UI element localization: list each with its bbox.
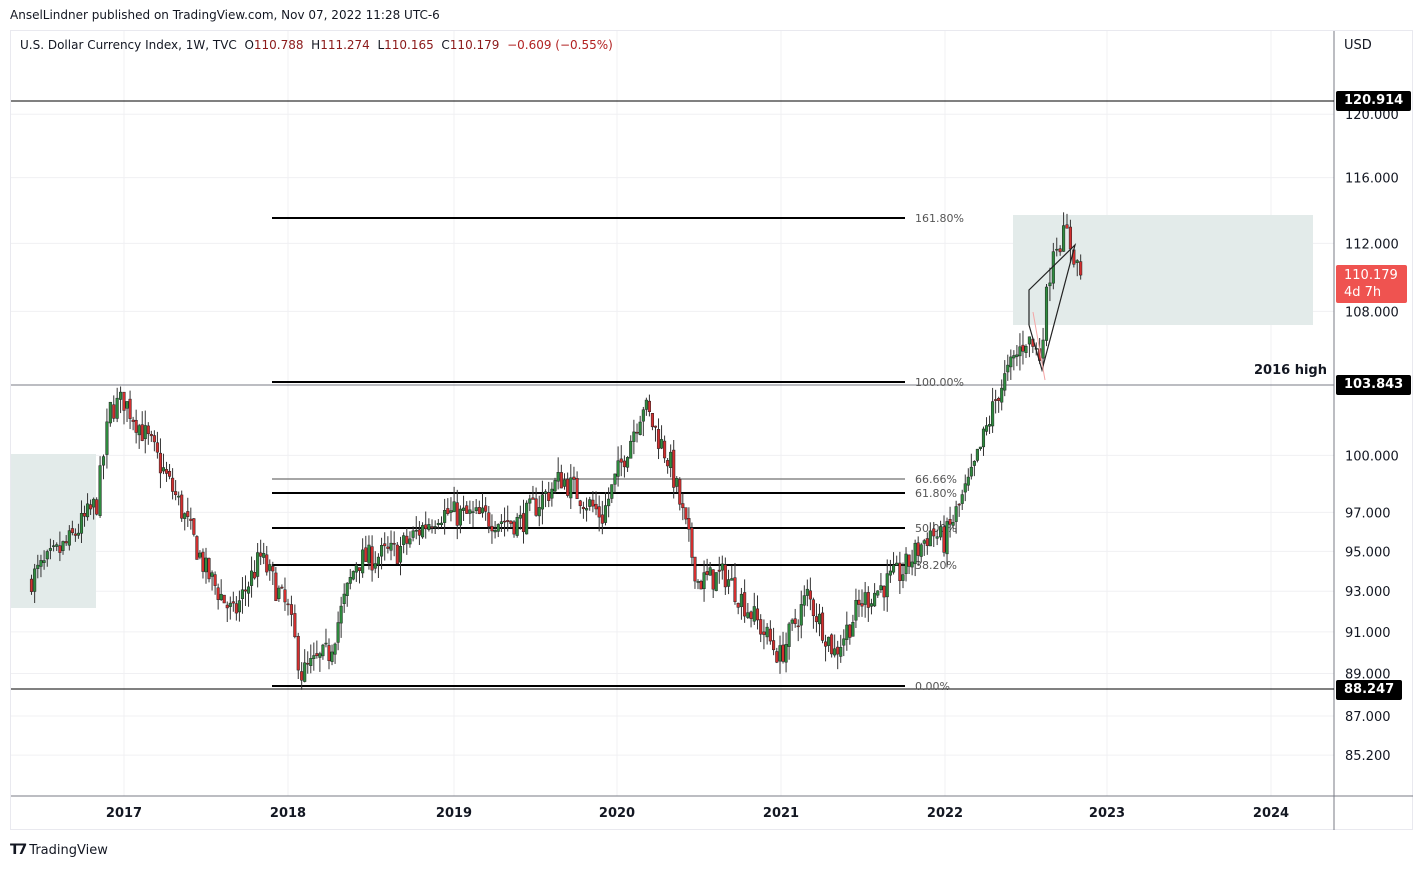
open-value: 110.788	[253, 38, 304, 52]
tradingview-logo[interactable]: T7 TradingView	[10, 842, 108, 858]
price-axis-ticks: 120.000 116.000 112.000 108.000 100.000 97.00…	[1345, 108, 1399, 764]
svg-text:2017: 2017	[106, 806, 142, 821]
fib-retracement[interactable]: 161.80%100.00%66.66%61.80%50.00%38.20%0.…	[272, 212, 964, 693]
svg-text:93.000: 93.000	[1345, 585, 1391, 600]
svg-text:91.000: 91.000	[1345, 626, 1391, 641]
price-tag-top-line: 120.914	[1336, 91, 1412, 111]
tradingview-brand: TradingView	[29, 842, 108, 858]
tradingview-logo-icon: T7	[10, 842, 27, 858]
svg-text:2019: 2019	[436, 806, 472, 821]
time-axis-labels: 2017 2018 2019 2020 2021 2022 2023 2024	[106, 806, 1289, 821]
open-label: O	[244, 38, 254, 52]
price-tag-2016-high: 103.843	[1336, 375, 1412, 395]
svg-text:95.000: 95.000	[1345, 545, 1391, 560]
svg-text:2018: 2018	[270, 806, 306, 821]
grid	[11, 31, 1334, 796]
currency-label: USD	[1344, 38, 1372, 53]
svg-text:112.000: 112.000	[1345, 237, 1399, 252]
svg-text:100.00%: 100.00%	[915, 376, 964, 389]
low-label: L	[377, 38, 385, 52]
svg-text:100.000: 100.000	[1345, 449, 1399, 464]
svg-text:97.000: 97.000	[1345, 506, 1391, 521]
svg-text:161.80%: 161.80%	[915, 212, 964, 225]
svg-text:0.00%: 0.00%	[915, 680, 950, 693]
svg-text:38.20%: 38.20%	[915, 559, 957, 572]
bar-countdown: 4d 7h	[1344, 285, 1382, 300]
candles	[29, 212, 1083, 690]
close-label: C	[441, 38, 450, 52]
svg-text:61.80%: 61.80%	[915, 487, 957, 500]
change-value: −0.609 (−0.55%)	[507, 38, 613, 52]
svg-text:85.200: 85.200	[1345, 749, 1391, 764]
high-value: 111.274	[320, 38, 370, 52]
svg-text:2021: 2021	[763, 806, 799, 821]
svg-text:87.000: 87.000	[1345, 710, 1391, 725]
svg-text:108.000: 108.000	[1345, 305, 1399, 320]
svg-text:89.000: 89.000	[1345, 668, 1391, 683]
high-label: H	[311, 38, 321, 52]
annotation-2016-high: 2016 high	[1254, 363, 1327, 378]
svg-text:2022: 2022	[927, 806, 963, 821]
close-value: 110.179	[449, 38, 500, 52]
published-line: AnselLindner published on TradingView.co…	[10, 8, 440, 22]
svg-text:120.000: 120.000	[1345, 108, 1399, 123]
svg-text:2020: 2020	[599, 806, 635, 821]
price-tag-low-line: 88.247	[1336, 680, 1403, 700]
svg-text:2024: 2024	[1253, 806, 1289, 821]
svg-text:116.000: 116.000	[1345, 172, 1399, 187]
low-value: 110.165	[384, 38, 434, 52]
svg-text:66.66%: 66.66%	[915, 473, 957, 486]
zone-2016	[11, 454, 96, 608]
last-price-tag: 110.179 4d 7h	[1336, 265, 1407, 303]
legend-symbol: U.S. Dollar Currency Index, 1W, TVC	[20, 38, 237, 52]
drawn-pattern[interactable]	[1028, 243, 1077, 381]
last-price-value: 110.179	[1344, 268, 1398, 283]
chart-legend: U.S. Dollar Currency Index, 1W, TVC O110…	[20, 38, 613, 52]
svg-text:2023: 2023	[1089, 806, 1125, 821]
chart-frame	[10, 30, 1413, 830]
